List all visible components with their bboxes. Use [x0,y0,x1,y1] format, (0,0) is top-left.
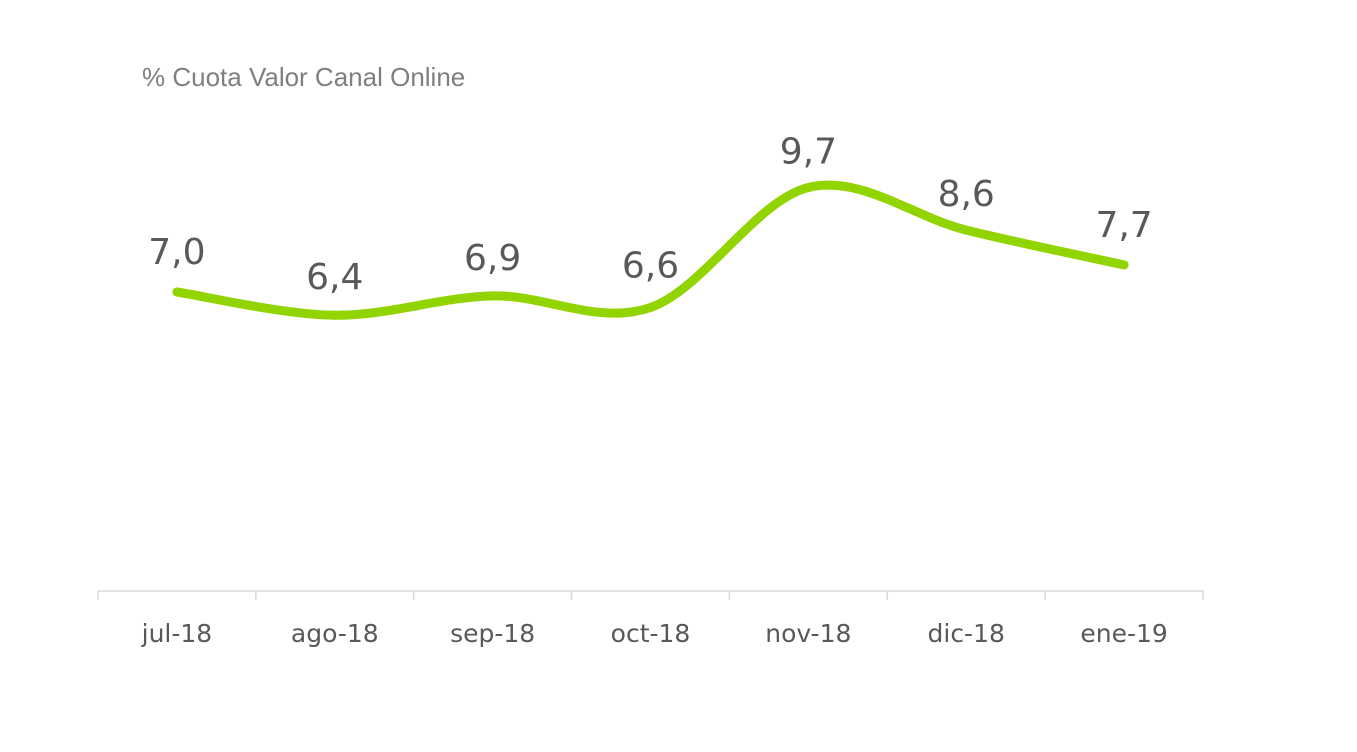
data-label-oct-18: 6,6 [622,245,679,286]
data-point-ene-19 [1119,260,1129,270]
data-label-nov-18: 9,7 [780,132,837,173]
x-tick-label-nov-18: nov-18 [765,619,851,648]
data-point-ago-18 [330,310,340,320]
x-tick-labels: jul-18 ago-18 sep-18 oct-18 nov-18 dic-18 ene-… [141,619,1168,648]
data-label-sep-18: 6,9 [464,238,521,279]
data-point-dic-18 [961,225,971,235]
data-point-jul-18 [172,287,182,297]
x-tick-label-ene-19: ene-19 [1080,619,1167,648]
data-point-sep-18 [488,291,498,301]
x-tick-label-oct-18: oct-18 [611,619,691,648]
data-label-ago-18: 6,4 [306,257,363,298]
data-point-oct-18 [646,302,655,312]
x-tick-label-ago-18: ago-18 [291,619,379,648]
x-axis [97,590,1204,600]
x-tick-label-sep-18: sep-18 [450,619,535,648]
data-labels: 7,0 6,4 6,9 6,6 9,7 8,6 7,7 [148,132,1152,299]
data-label-dic-18: 8,6 [938,174,995,215]
chart-title: % Cuota Valor Canal Online [142,62,465,92]
series-layer [172,180,1129,320]
data-point-nov-18 [803,183,813,193]
x-tick-label-jul-18: jul-18 [141,619,213,648]
data-label-ene-19: 7,7 [1095,205,1152,246]
data-label-jul-18: 7,0 [148,232,205,273]
x-tick-label-dic-18: dic-18 [928,619,1005,648]
